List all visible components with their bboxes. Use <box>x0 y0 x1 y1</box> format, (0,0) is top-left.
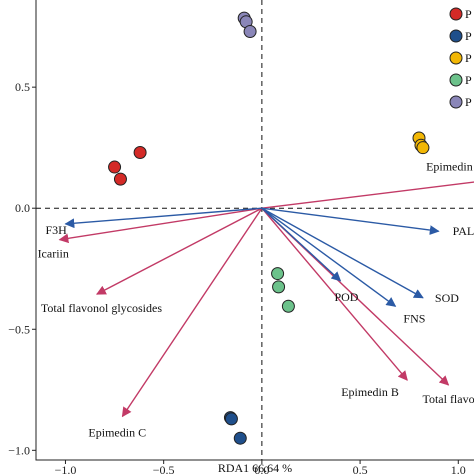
vector-label-pod: POD <box>334 290 358 304</box>
vector-label-epimedin-c: Epimedin C <box>88 425 146 439</box>
x-tick-label: 0.0 <box>254 463 269 474</box>
legend-swatch <box>449 95 463 109</box>
data-point-group-4 <box>281 299 295 313</box>
legend-label: P <box>465 7 472 21</box>
legend-label: P <box>465 29 472 43</box>
x-tick-label: 0.5 <box>353 463 368 474</box>
data-point-group-2 <box>233 431 247 445</box>
red-vector-icariin <box>58 207 262 244</box>
blue-vector-pod <box>261 207 342 282</box>
vector-label-pal: PAL <box>453 224 474 238</box>
data-point-group-1 <box>108 160 122 174</box>
data-point-group-1 <box>133 146 147 160</box>
reference-lines <box>36 0 474 460</box>
blue-vector-fns <box>261 207 397 307</box>
legend-swatch <box>449 73 463 87</box>
vector-label-sod: SOD <box>435 291 459 305</box>
x-axis-title: RDA1 66.64 % <box>218 461 292 474</box>
blue-vector-sod <box>261 207 424 299</box>
plot-frame <box>35 0 474 461</box>
blue-vector-f3h <box>64 207 262 229</box>
vector-label-total-flavonol-glycosides: Total flavonol glycosides <box>41 301 162 315</box>
blue-vector-pal <box>261 207 440 235</box>
vector-label-total-flavonoids: Total flavonoids <box>422 392 474 406</box>
data-point-group-2 <box>224 412 238 426</box>
legend-swatch <box>449 29 463 43</box>
data-point-group-3 <box>416 141 430 155</box>
legend-label: P <box>465 73 472 87</box>
red-vector-total-flavonol-glycosides <box>96 207 263 295</box>
data-point-group-4 <box>272 280 286 294</box>
x-tick-label: 1.0 <box>451 463 466 474</box>
y-tick-label: −1.0 <box>8 443 30 457</box>
vector-label-epimedin-b: Epimedin B <box>341 385 399 399</box>
data-point-group-4 <box>271 267 285 281</box>
y-tick-label: 0.5 <box>15 80 30 94</box>
vector-label-f3h: F3H <box>45 223 67 237</box>
vector-arrows: Epimedin A Icariin Total flavonol glycosid… <box>38 159 474 439</box>
red-vector-epimedin-b <box>261 207 408 381</box>
red-vector-epimedin-c <box>121 207 263 418</box>
red-vector-epimedin-a <box>261 181 474 209</box>
vector-label-fns: FNS <box>403 311 425 325</box>
legend-swatch <box>449 7 463 21</box>
legend-swatch <box>449 51 463 65</box>
y-tick-label: −0.5 <box>8 322 30 336</box>
legend-label: P <box>465 51 472 65</box>
legend-label: P <box>465 95 472 109</box>
x-tick-label: −0.5 <box>153 463 175 474</box>
axis-ticks: −1.0 −0.5 0.0 0.5 1.0 −1.0 −0.5 0.0 0.5 <box>8 80 466 474</box>
sample-points <box>108 11 430 445</box>
vector-label-icariin: Icariin <box>38 247 69 261</box>
vector-label-epimedin-a: Epimedin A <box>426 159 474 173</box>
x-tick-label: −1.0 <box>55 463 77 474</box>
legend-box <box>442 2 474 130</box>
data-point-group-5 <box>243 24 257 38</box>
data-point-group-1 <box>113 172 127 186</box>
y-tick-label: 0.0 <box>15 201 30 215</box>
